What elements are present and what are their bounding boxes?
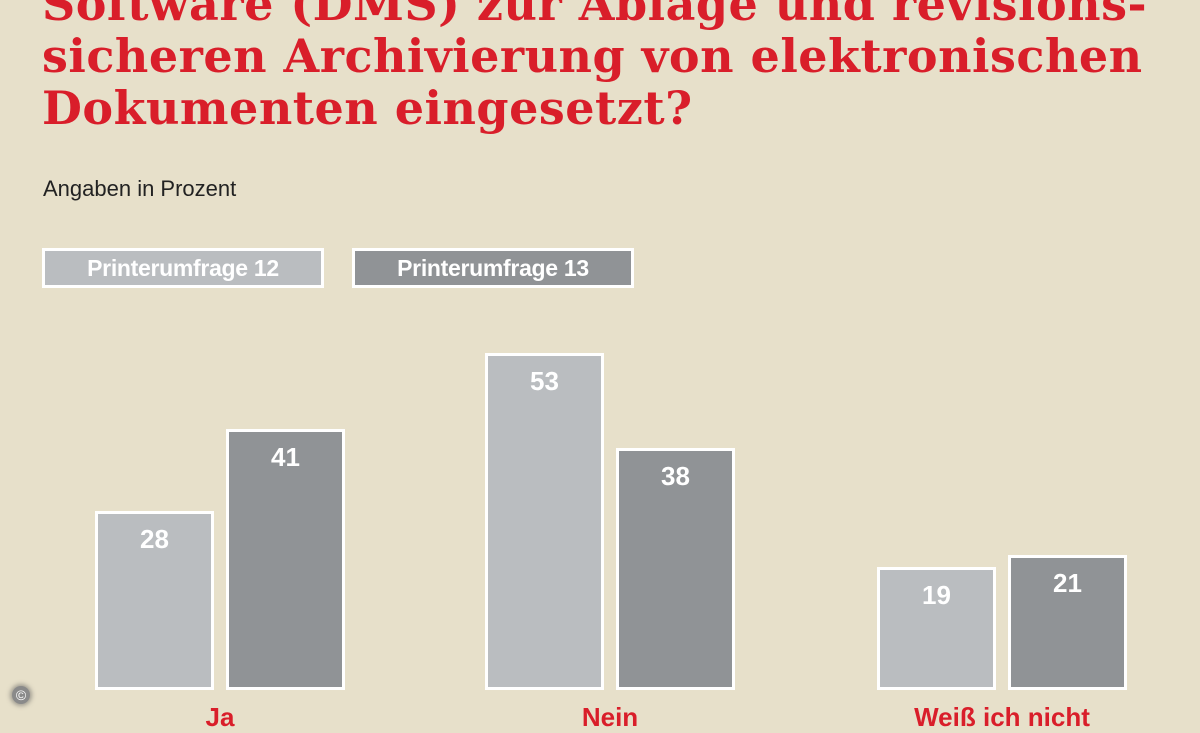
chart-title: Software (DMS) zur Ablage und revisions-…	[42, 0, 1192, 134]
bar-ja-series-1: 28	[95, 511, 214, 690]
bar-value-label: 21	[1053, 568, 1082, 598]
category-label: Ja	[205, 702, 235, 732]
legend-label: Printerumfrage 13	[397, 254, 589, 281]
legend-item-printerumfrage-13: Printerumfrage 13	[352, 248, 634, 288]
title-line-3: Dokumenten eingesetzt?	[42, 81, 693, 135]
chart-subtitle: Angaben in Prozent	[43, 176, 237, 201]
legend-label: Printerumfrage 12	[87, 254, 279, 281]
category-label: Weiß ich nicht	[914, 702, 1090, 732]
bar-value-label: 38	[661, 461, 690, 491]
category-label: Nein	[581, 702, 639, 732]
bar-value-label: 19	[922, 580, 951, 610]
bar-nein-series-2: 38	[616, 448, 735, 690]
bar-wei-ich-nicht-series-2: 21	[1008, 555, 1127, 690]
copyright-icon: ©	[12, 686, 30, 704]
bar-value-label: 53	[530, 366, 559, 396]
bar-wei-ich-nicht-series-1: 19	[877, 567, 996, 690]
bar-ja-series-2: 41	[226, 429, 345, 690]
legend-item-printerumfrage-12: Printerumfrage 12	[42, 248, 324, 288]
bar-value-label: 41	[271, 442, 300, 472]
bar-nein-series-1: 53	[485, 353, 604, 690]
title-line-2: sicheren Archivierung von elektronischen	[42, 29, 1143, 83]
bar-value-label: 28	[140, 524, 169, 554]
title-line-1: Software (DMS) zur Ablage und revisions-	[42, 0, 1148, 31]
